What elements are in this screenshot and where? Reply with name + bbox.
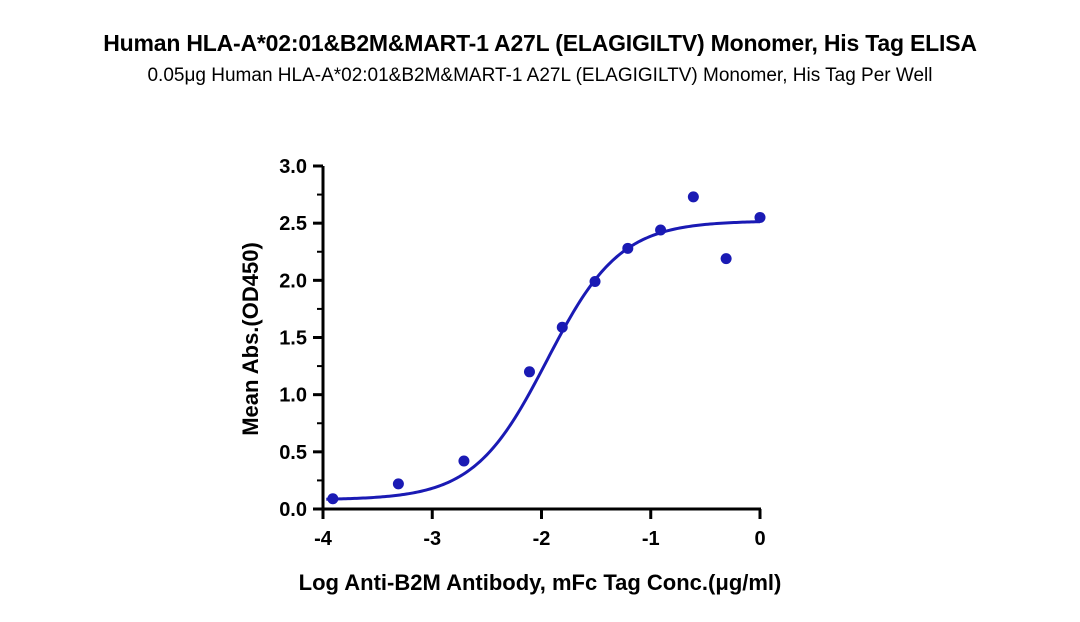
x-tick-label: -4 [314,528,333,550]
fit-curve [326,220,761,501]
y-tick-label: 1.5 [279,328,307,350]
y-tick-label: 1.0 [279,385,307,407]
data-point [754,211,766,223]
chart-title: Human HLA-A*02:01&B2M&MART-1 A27L (ELAGI… [103,30,977,56]
data-point [622,242,634,254]
x-tick-label: -2 [533,528,551,550]
y-tick-label: 2.5 [279,213,307,235]
chart-subtitle: 0.05μg Human HLA-A*02:01&B2M&MART-1 A27L… [147,65,933,86]
data-point [556,321,568,333]
x-axis-title: Log Anti-B2M Antibody, mFc Tag Conc.(μg/… [299,570,782,595]
data-point [589,275,601,287]
x-tick-label: 0 [754,528,765,550]
data-points [327,191,766,505]
y-tick-label: 3.0 [279,156,307,178]
data-point [655,224,667,236]
axes: 0.0 0.5 1.0 1.5 2.0 2.5 3.0 -4 -3 -2 -1 0 [279,156,765,550]
data-point [392,478,404,490]
x-tick-label: -1 [642,528,660,550]
data-point [523,366,535,378]
data-point [327,493,339,505]
x-tick-label: -3 [423,528,441,550]
data-point [720,253,732,265]
fit-curve-group [326,220,761,501]
y-tick-label: 0.5 [279,442,307,464]
y-tick-label: 2.0 [279,270,307,292]
data-point [458,455,470,467]
data-point [687,191,699,203]
y-tick-label: 0.0 [279,499,307,521]
y-axis-title: Mean Abs.(OD450) [238,242,263,436]
